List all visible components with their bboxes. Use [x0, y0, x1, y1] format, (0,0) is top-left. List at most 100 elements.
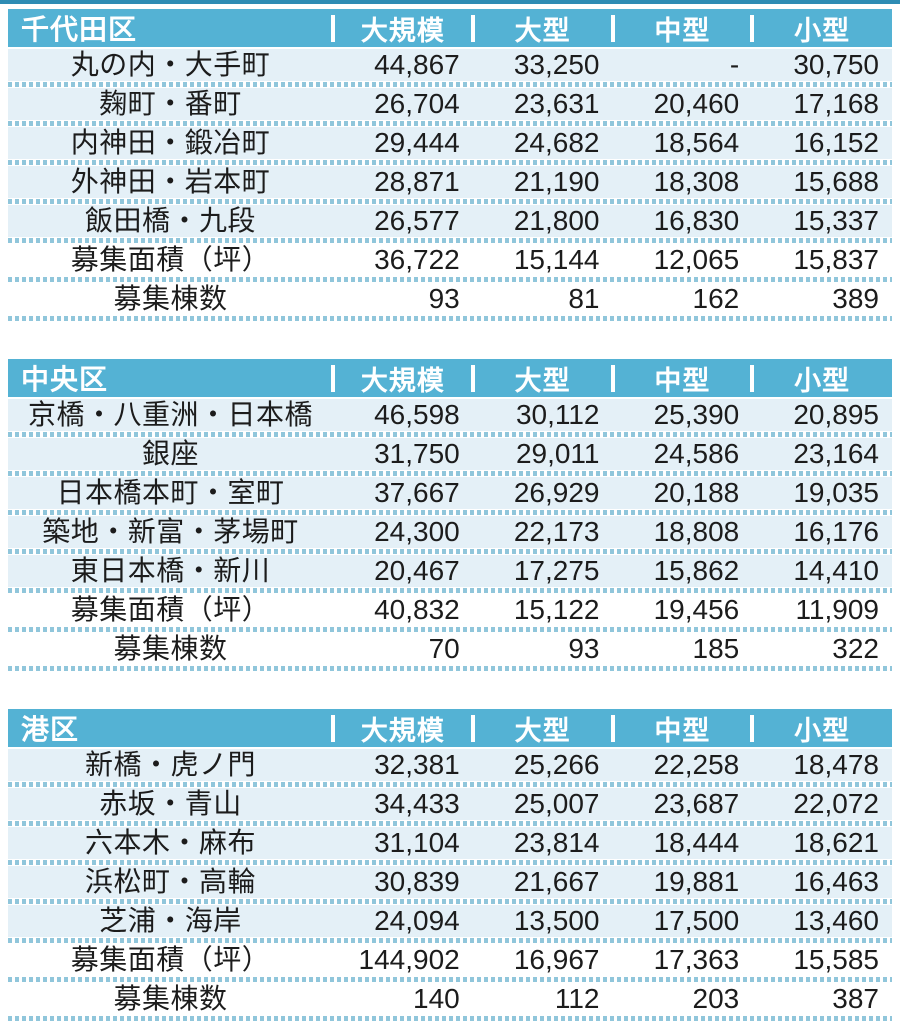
district-name-cell: 築地・新富・茅場町 — [42, 516, 299, 547]
value-cell: 28,871 — [374, 166, 460, 197]
district-row: 京橋・八重洲・日本橋 46,598 30,112 25,390 20,895 — [8, 399, 892, 431]
value-cell: 36,722 — [374, 244, 460, 275]
column-header-1: 大規模 — [331, 9, 473, 48]
value-cell: 31,104 — [374, 827, 460, 858]
summary-row: 募集棟数 140 112 203 387 — [8, 983, 892, 1015]
summary-row: 募集棟数 70 93 185 322 — [8, 633, 892, 665]
summary-label-cell: 募集面積（坪） — [70, 944, 271, 975]
dotted-divider — [8, 159, 892, 166]
value-cell: 16,463 — [793, 866, 879, 897]
dotted-divider — [8, 587, 892, 594]
dotted-divider — [8, 820, 892, 827]
column-header-3: 中型 — [610, 709, 753, 748]
value-cell: 93 — [568, 633, 600, 664]
district-name-cell: 日本橋本町・室町 — [56, 477, 285, 508]
district-row: 築地・新富・茅場町 24,300 22,173 18,808 16,176 — [8, 516, 892, 548]
ward-table-1: 千代田区 大規模 大型 中型 小型 丸の内・大手町 44,867 33,250 - 30,750 麹… — [8, 9, 892, 322]
value-cell: 22,258 — [653, 749, 740, 780]
district-row: 外神田・岩本町 28,871 21,190 18,308 15,688 — [8, 166, 892, 198]
value-cell: 24,586 — [653, 438, 740, 469]
column-header-2: 大型 — [470, 359, 613, 398]
value-cell: 15,122 — [513, 594, 600, 625]
district-name-cell: 外神田・岩本町 — [70, 166, 271, 197]
value-cell: 23,687 — [653, 788, 740, 819]
value-cell: 23,631 — [513, 88, 600, 119]
value-cell: 25,266 — [513, 749, 600, 780]
table-header-row: 港区 大規模 大型 中型 小型 — [8, 709, 892, 747]
value-cell: 15,688 — [793, 166, 879, 197]
district-row: 六本木・麻布 31,104 23,814 18,444 18,621 — [8, 827, 892, 859]
value-cell: 140 — [413, 983, 460, 1014]
dotted-divider — [8, 859, 892, 866]
district-name-cell: 芝浦・海岸 — [99, 905, 242, 936]
value-cell: 24,094 — [374, 905, 460, 936]
district-name-cell: 浜松町・高輪 — [84, 866, 256, 897]
value-cell: 19,035 — [793, 477, 879, 508]
summary-row: 募集面積（坪） 40,832 15,122 19,456 11,909 — [8, 594, 892, 626]
dotted-divider — [8, 431, 892, 438]
value-cell: 15,585 — [793, 944, 879, 975]
district-row: 丸の内・大手町 44,867 33,250 - 30,750 — [8, 49, 892, 81]
value-cell: 29,444 — [374, 127, 460, 158]
value-cell: 17,168 — [793, 88, 879, 119]
value-cell: 17,500 — [653, 905, 740, 936]
value-cell: 21,190 — [513, 166, 600, 197]
value-cell: 15,837 — [793, 244, 879, 275]
value-cell: 70 — [428, 633, 460, 664]
value-cell: 18,621 — [793, 827, 879, 858]
value-cell: 25,390 — [653, 399, 740, 430]
value-cell: 31,750 — [374, 438, 460, 469]
district-name-cell: 新橋・虎ノ門 — [84, 749, 256, 780]
summary-label-cell: 募集面積（坪） — [70, 594, 271, 625]
value-cell: 185 — [692, 633, 740, 664]
dotted-divider — [8, 937, 892, 944]
top-crop-line — [0, 0, 900, 4]
summary-label-cell: 募集棟数 — [113, 283, 228, 314]
summary-label-cell: 募集棟数 — [113, 983, 228, 1014]
district-row: 赤坂・青山 34,433 25,007 23,687 22,072 — [8, 788, 892, 820]
value-cell: 18,478 — [793, 749, 879, 780]
dotted-divider — [8, 1015, 892, 1022]
value-cell: 12,065 — [653, 244, 740, 275]
summary-label-cell: 募集棟数 — [113, 633, 228, 664]
value-cell: - — [729, 49, 740, 80]
dotted-divider — [8, 470, 892, 477]
district-name-cell: 六本木・麻布 — [84, 827, 256, 858]
ward-table-3: 港区 大規模 大型 中型 小型 新橋・虎ノ門 32,381 25,266 22,258 18,47… — [8, 709, 892, 1022]
value-cell: 46,598 — [374, 399, 460, 430]
value-cell: 17,275 — [513, 555, 600, 586]
dotted-divider — [8, 198, 892, 205]
value-cell: 16,152 — [793, 127, 879, 158]
column-header-2: 大型 — [470, 709, 613, 748]
column-header-3: 中型 — [610, 359, 753, 398]
value-cell: 81 — [568, 283, 600, 314]
value-cell: 26,577 — [374, 205, 460, 236]
value-cell: 18,808 — [653, 516, 740, 547]
value-cell: 34,433 — [374, 788, 460, 819]
value-cell: 24,300 — [374, 516, 460, 547]
value-cell: 18,308 — [653, 166, 740, 197]
column-header-1: 大規模 — [331, 359, 473, 398]
value-cell: 26,929 — [513, 477, 600, 508]
rent-tables-container: 千代田区 大規模 大型 中型 小型 丸の内・大手町 44,867 33,250-30,750 麹… — [0, 4, 900, 1022]
district-name-cell: 飯田橋・九段 — [84, 205, 256, 236]
value-cell: 162 — [692, 283, 740, 314]
value-cell: 20,467 — [374, 555, 460, 586]
table-header-row: 千代田区 大規模 大型 中型 小型 — [8, 9, 892, 47]
value-cell: 21,800 — [513, 205, 600, 236]
dotted-divider — [8, 781, 892, 788]
dotted-divider — [8, 976, 892, 983]
value-cell: 40,832 — [374, 594, 460, 625]
district-row: 東日本橋・新川 20,467 17,275 15,862 14,410 — [8, 555, 892, 587]
summary-row: 募集面積（坪） 36,722 15,144 12,065 15,837 — [8, 244, 892, 276]
dotted-divider — [8, 315, 892, 322]
value-cell: 15,337 — [793, 205, 879, 236]
value-cell: 15,144 — [513, 244, 600, 275]
district-row: 麹町・番町 26,704 23,631 20,460 17,168 — [8, 88, 892, 120]
value-cell: 22,173 — [513, 516, 600, 547]
dotted-divider — [8, 898, 892, 905]
column-header-3: 中型 — [610, 9, 753, 48]
value-cell: 30,839 — [374, 866, 460, 897]
value-cell: 13,500 — [513, 905, 600, 936]
district-name-cell: 内神田・鍛冶町 — [70, 127, 271, 158]
